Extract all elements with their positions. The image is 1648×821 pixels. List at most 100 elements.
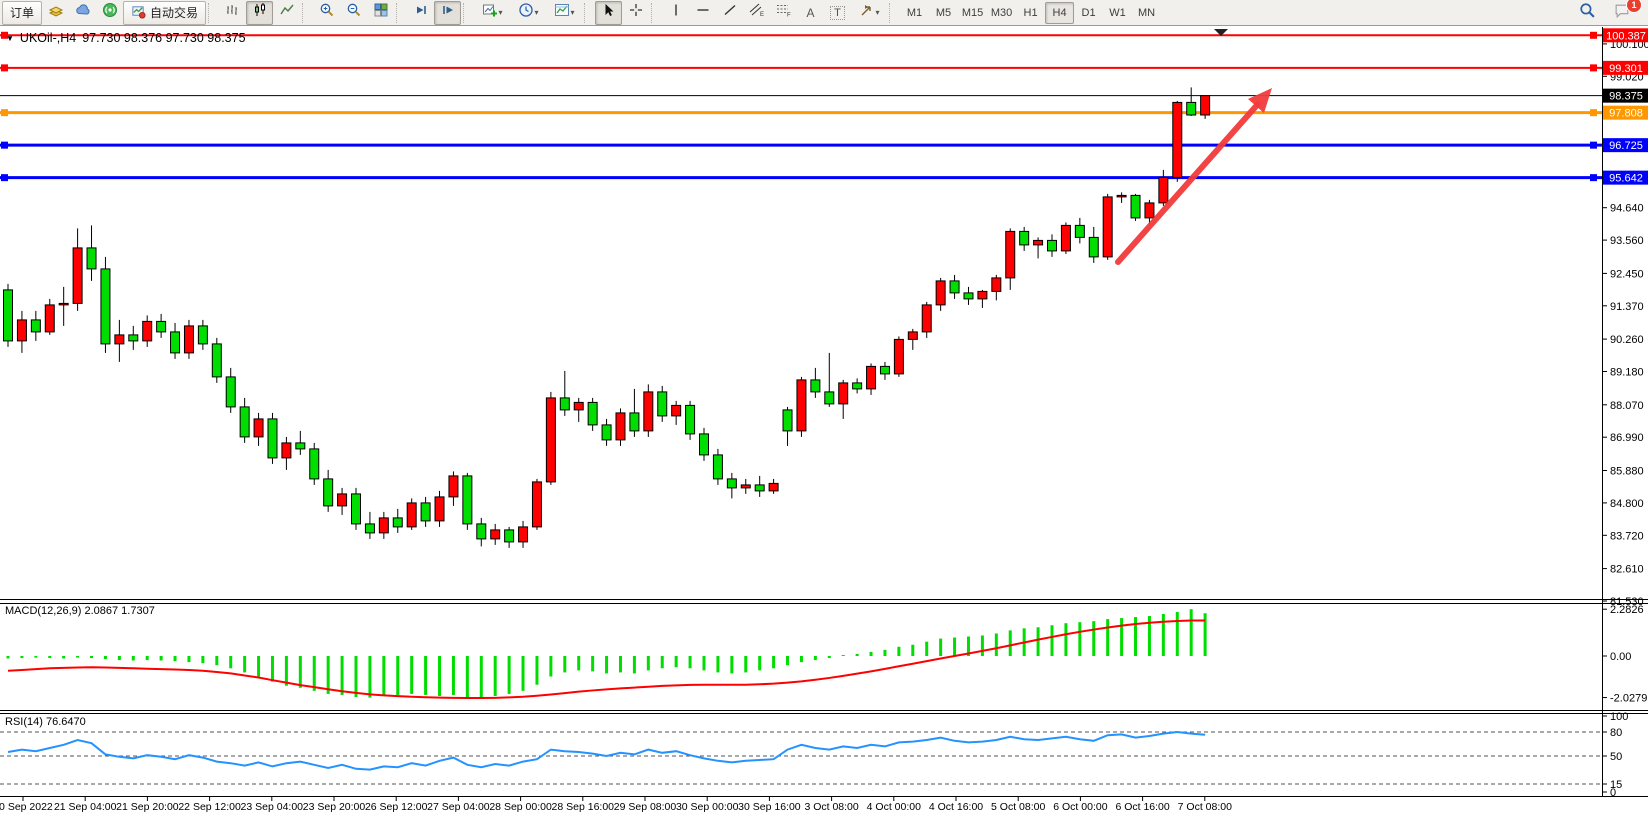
candle-body — [838, 382, 849, 405]
tab-m1[interactable]: M1 — [900, 2, 929, 24]
candle-body — [699, 433, 709, 456]
macd-tick-label: 2.2826 — [1610, 604, 1644, 616]
text-tool[interactable]: A — [797, 1, 824, 25]
candle-body — [72, 247, 83, 304]
periods-button[interactable]: ▾ — [510, 1, 546, 25]
indicators-button[interactable]: ▾ — [474, 1, 510, 25]
trendline-tool[interactable] — [716, 1, 743, 25]
zoom-out-button[interactable] — [340, 1, 367, 25]
new-order-button[interactable]: 订单 — [2, 0, 43, 25]
chart-shift-button[interactable] — [434, 0, 462, 25]
autotrading-button[interactable]: 自动交易 — [123, 0, 207, 25]
candle-body — [657, 391, 668, 417]
zoom-in-button[interactable] — [313, 1, 340, 25]
candle-body — [16, 319, 27, 342]
candle-body — [309, 448, 320, 480]
candle-body — [1144, 202, 1155, 219]
notification-badge: 1 — [1626, 0, 1642, 13]
candle-body — [921, 304, 932, 333]
tab-h1[interactable]: H1 — [1016, 2, 1045, 24]
price-tick-label: 82.610 — [1610, 564, 1644, 576]
candle-body — [726, 478, 737, 489]
tab-m30[interactable]: M30 — [987, 2, 1016, 24]
candle-body — [796, 379, 807, 432]
fibonacci-tool[interactable]: F — [770, 1, 797, 25]
price-tick-label: 86.990 — [1610, 432, 1644, 444]
candle-body — [462, 475, 473, 525]
tf-label: W1 — [1109, 6, 1126, 19]
price-badge-label: 99.301 — [1609, 63, 1643, 75]
tab-d1[interactable]: D1 — [1074, 2, 1103, 24]
label-tool-icon: T — [830, 5, 845, 20]
price-badge — [1603, 88, 1648, 103]
auto-scroll-button[interactable] — [407, 1, 434, 25]
vertical-line-tool[interactable] — [662, 1, 689, 25]
price-level-lines[interactable] — [0, 31, 1602, 182]
community-button[interactable] — [69, 1, 96, 25]
price-tick-label: 89.180 — [1610, 367, 1644, 379]
candle-body — [1102, 196, 1113, 258]
trend-arrow[interactable] — [1115, 88, 1272, 265]
shift-marker-icon[interactable] — [1214, 29, 1228, 36]
signals-button[interactable] — [96, 1, 123, 25]
templates-button[interactable]: ▾ — [546, 1, 582, 25]
main-toolbar: 订单 自动交易 — [0, 0, 1648, 26]
search-icon — [1579, 2, 1596, 24]
candle-body — [1200, 95, 1211, 116]
crosshair-button[interactable] — [622, 1, 649, 25]
price-badges: 100.387 99.301 98.375 97.808 96.725 95.642 — [1603, 28, 1648, 185]
price-badge — [1603, 28, 1648, 43]
price-tick-label: 85.880 — [1610, 466, 1644, 478]
line-chart-button[interactable] — [273, 1, 300, 25]
price-tick-label: 92.450 — [1610, 268, 1644, 280]
cursor-button[interactable] — [595, 0, 623, 25]
candle-body — [1186, 101, 1197, 116]
search-button[interactable] — [1574, 1, 1601, 25]
line-handle — [1, 174, 8, 182]
template-icon — [554, 2, 570, 23]
horizontal-line-tool[interactable] — [689, 1, 716, 25]
chart-title[interactable]: ▼ UKOil-,H4 97.730 98.376 97.730 98.375 — [6, 31, 246, 45]
line-handle — [1, 141, 8, 149]
price-axis[interactable]: 100.10099.02094.64093.56092.45091.37090.… — [1602, 27, 1648, 799]
macd-signal-line — [7, 619, 1206, 700]
candle-body — [490, 529, 501, 540]
channel-icon: E — [748, 2, 765, 23]
toolbar-separator — [208, 2, 215, 23]
auto-scroll-icon — [413, 2, 429, 23]
candle-body — [86, 247, 97, 270]
tab-m15[interactable]: M15 — [958, 2, 987, 24]
metaeditor-button[interactable] — [42, 1, 69, 25]
pane-dividers — [0, 599, 1648, 797]
price-badge-label: 95.642 — [1609, 173, 1643, 185]
tile-windows-button[interactable] — [367, 1, 394, 25]
candlestick-chart-button[interactable] — [246, 0, 274, 25]
text-label-tool[interactable]: T — [824, 1, 851, 25]
macd-pane: MACD(12,26,9) 2.0867 1.7307 — [5, 605, 1207, 700]
time-tick-label: 28 Sep 16:00 — [552, 801, 615, 813]
candle-body — [434, 496, 445, 522]
candle-body — [1033, 239, 1044, 246]
tab-mn[interactable]: MN — [1132, 2, 1161, 24]
notifications-button[interactable]: 1 — [1609, 0, 1642, 25]
price-badge — [1603, 60, 1648, 75]
candle-body — [573, 401, 584, 411]
tab-w1[interactable]: W1 — [1103, 2, 1132, 24]
bar-chart-button[interactable] — [219, 1, 246, 25]
svg-text:E: E — [760, 12, 764, 18]
time-tick-label: 23 Sep 20:00 — [303, 801, 366, 813]
arrows-tool[interactable]: ▾ — [851, 1, 887, 25]
candle-body — [295, 442, 306, 450]
line-handle — [1590, 109, 1597, 117]
time-tick-label: 21 Sep 04:00 — [54, 801, 117, 813]
tab-h4[interactable]: H4 — [1045, 1, 1075, 24]
candle-body — [504, 529, 515, 543]
equidistant-channel-tool[interactable]: E — [743, 1, 770, 25]
chevron-down-icon: ▾ — [498, 8, 503, 17]
candle-body — [197, 325, 208, 345]
new-order-label: 订单 — [10, 6, 35, 20]
tab-m5[interactable]: M5 — [929, 2, 958, 24]
time-tick-label: 20 Sep 2022 — [0, 801, 53, 813]
